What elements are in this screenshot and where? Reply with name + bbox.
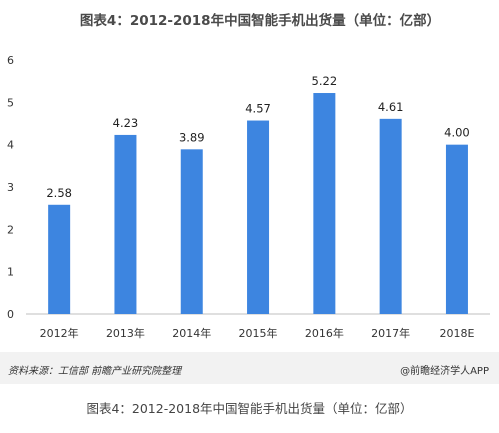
- bar: [247, 120, 270, 314]
- x-axis: 2012年 2013年 2014年 2015年 2016年 2017年 2018E: [40, 326, 475, 340]
- x-tick-label: 2014年: [172, 326, 211, 340]
- bar: [114, 134, 137, 314]
- bar: [48, 204, 71, 314]
- source-bar: 资料来源：工信部 前瞻产业研究院整理 @前瞻经济学人APP: [0, 352, 499, 384]
- y-tick-label: 3: [7, 181, 14, 194]
- x-tick-label: 2012年: [40, 326, 79, 340]
- bar: [180, 149, 203, 314]
- x-tick-label: 2016年: [305, 326, 344, 340]
- y-tick-label: 2: [7, 223, 14, 236]
- value-labels: 2.58 4.23 3.89 4.57 5.22 4.61 4.00: [46, 74, 469, 200]
- data-label: 4.57: [245, 102, 271, 116]
- data-label: 4.00: [444, 126, 470, 140]
- bar: [379, 118, 402, 315]
- data-label: 4.23: [113, 116, 139, 130]
- data-label: 3.89: [179, 130, 205, 144]
- y-tick-label: 6: [7, 54, 14, 67]
- data-label: 5.22: [312, 74, 338, 88]
- bar: [445, 144, 468, 314]
- chart-title: 图表4：2012-2018年中国智能手机出货量（单位：亿部）: [79, 13, 441, 29]
- x-tick-label: 2017年: [371, 326, 410, 340]
- x-tick-label: 2018E: [439, 327, 474, 340]
- x-tick-label: 2015年: [239, 326, 278, 340]
- data-label: 4.61: [378, 100, 404, 114]
- bar: [313, 93, 336, 315]
- y-tick-label: 4: [7, 139, 14, 152]
- y-axis: 0 1 2 3 4 5 6: [7, 54, 14, 321]
- y-tick-label: 0: [7, 308, 14, 321]
- bar-chart: 0 1 2 3 4 5 6 2.58 4.23 3.89 4.57 5.22 4.61 4.00 201…: [7, 54, 490, 340]
- bars: [48, 93, 468, 315]
- figure-caption: 图表4：2012-2018年中国智能手机出货量（单位：亿部）: [86, 401, 413, 416]
- source-text: 资料来源：工信部 前瞻产业研究院整理: [8, 366, 182, 377]
- y-tick-label: 5: [7, 96, 14, 109]
- brand-text: @前瞻经济学人APP: [400, 366, 489, 377]
- x-tick-label: 2013年: [106, 326, 145, 340]
- data-label: 2.58: [46, 186, 72, 200]
- y-tick-label: 1: [7, 266, 14, 279]
